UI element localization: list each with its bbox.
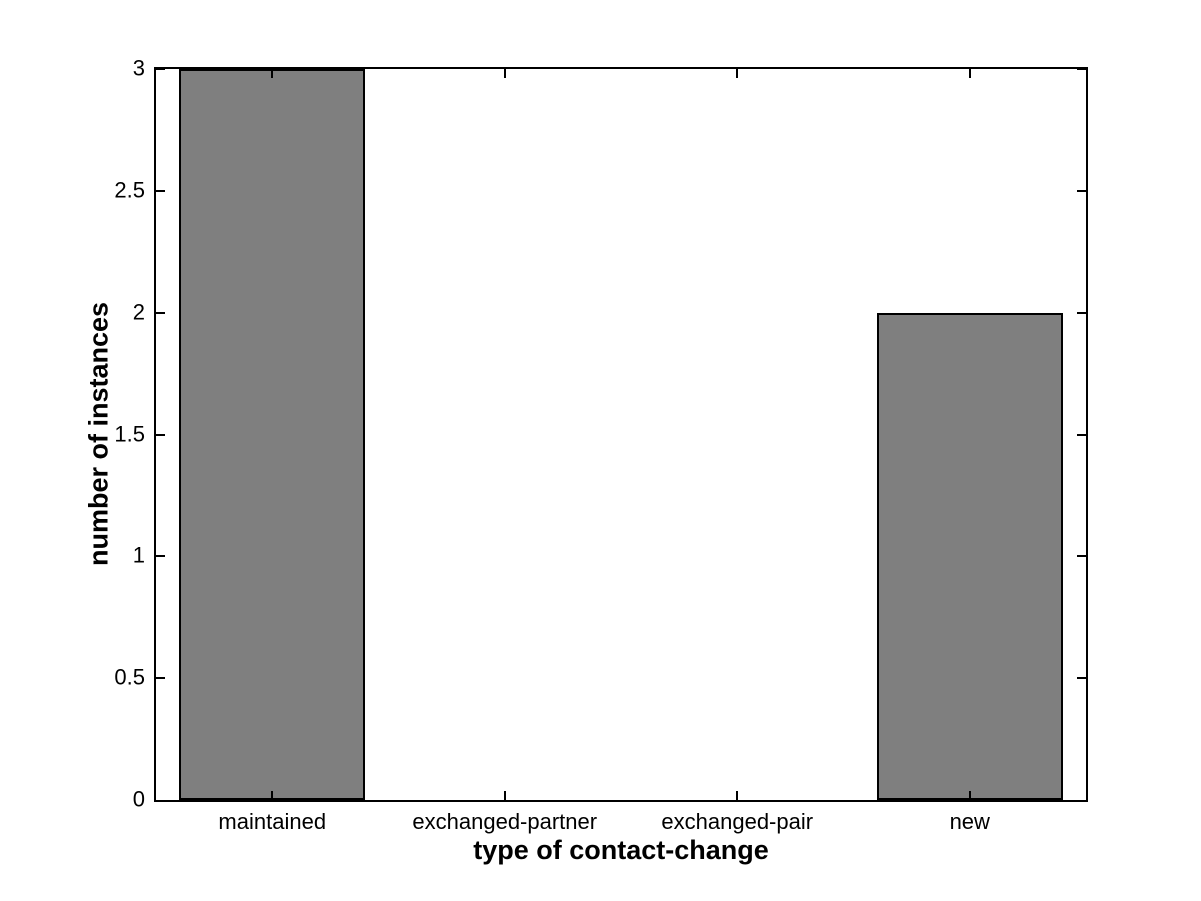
x-tick-mark	[504, 791, 506, 800]
y-tick-label: 0	[132, 786, 145, 812]
y-tick-mark	[156, 312, 165, 314]
bar-maintained	[179, 69, 365, 800]
y-tick-label: 0.5	[114, 664, 145, 690]
x-tick-mark	[271, 69, 273, 78]
y-tick-mark	[1077, 555, 1086, 557]
y-tick-mark	[156, 190, 165, 192]
x-axis-label: type of contact-change	[473, 835, 769, 865]
y-tick-mark	[1077, 677, 1086, 679]
y-tick-mark	[1077, 68, 1086, 70]
y-tick-label: 2.5	[114, 177, 145, 203]
x-tick-mark	[504, 69, 506, 78]
x-tick-label: exchanged-pair	[661, 809, 814, 834]
x-tick-label: exchanged-partner	[412, 809, 598, 834]
y-tick-mark	[156, 68, 165, 70]
bar-new	[877, 313, 1063, 800]
x-tick-mark	[969, 69, 971, 78]
y-tick-label: 1.5	[114, 421, 145, 447]
ticks-layer	[156, 68, 1086, 800]
y-tick-label: 3	[132, 55, 145, 81]
y-tick-mark	[156, 677, 165, 679]
y-tick-label: 2	[132, 299, 145, 325]
x-tick-mark	[969, 791, 971, 800]
y-tick-mark	[1077, 190, 1086, 192]
x-tick-label: new	[949, 809, 990, 834]
x-tick-mark	[271, 791, 273, 800]
x-tick-mark	[736, 791, 738, 800]
plot-area	[154, 67, 1088, 802]
y-tick-mark	[156, 555, 165, 557]
y-tick-mark	[156, 434, 165, 436]
y-tick-mark	[1077, 434, 1086, 436]
y-tick-label: 1	[132, 542, 145, 568]
bars-layer	[156, 69, 1086, 800]
y-tick-mark	[1077, 312, 1086, 314]
x-tick-mark	[736, 69, 738, 78]
y-axis-label: number of instances	[83, 301, 114, 567]
x-tick-label: maintained	[218, 809, 327, 834]
